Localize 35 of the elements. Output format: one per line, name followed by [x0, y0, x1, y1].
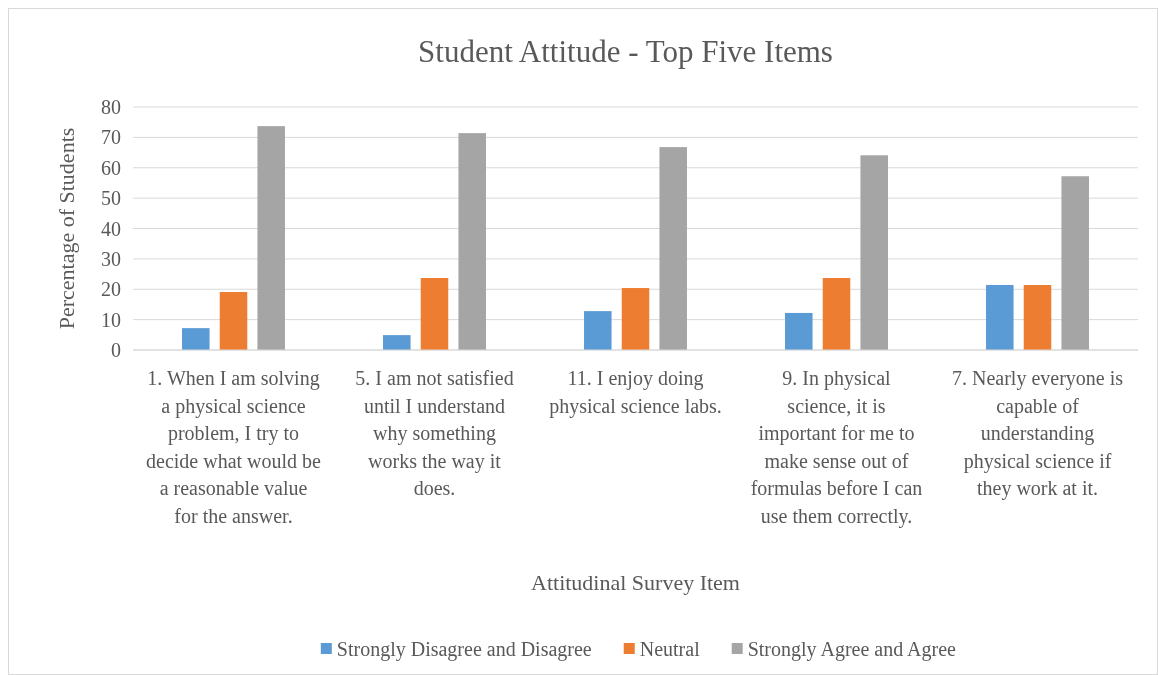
bar — [860, 155, 888, 350]
bar — [383, 335, 411, 350]
bar — [1023, 285, 1052, 350]
x-tick-label: 7. Nearly everyone is capable of understanding physical science if they work at it. — [951, 367, 1124, 500]
bar — [420, 278, 449, 350]
bar — [584, 311, 612, 350]
y-tick-label: 70 — [101, 126, 121, 149]
legend-label: Strongly Disagree and Disagree — [336, 638, 592, 661]
y-tick-label: 80 — [101, 96, 121, 118]
y-tick-label: 40 — [101, 217, 121, 240]
x-tick-label: 1. When I am solving a physical science problem, I try to decide what would be a reasonable value for the answer. — [146, 367, 322, 527]
y-tick-label: 10 — [101, 308, 121, 331]
x-tick-label: 11. I enjoy doing physical science labs. — [549, 367, 722, 418]
y-tick-label: 60 — [101, 156, 121, 179]
chart-title: Student Attitude - Top Five Items — [418, 34, 833, 69]
x-axis-title: Attitudinal Survey Item — [531, 570, 740, 595]
bar — [1061, 176, 1089, 350]
bar — [458, 133, 486, 350]
legend-label: Strongly Agree and Agree — [747, 638, 957, 661]
bar — [785, 312, 813, 350]
y-tick-label: 20 — [101, 278, 121, 301]
y-tick-label: 50 — [101, 187, 121, 210]
bar — [822, 278, 851, 350]
bar — [659, 147, 687, 350]
y-tick-label: 0 — [111, 339, 121, 361]
bar — [182, 328, 210, 350]
y-axis-title: Percentage of Students — [54, 127, 79, 330]
bar — [986, 285, 1014, 350]
x-tick-label: 5. I am not satisfied until I understand why something works the way it does. — [355, 367, 514, 499]
bar — [257, 126, 285, 350]
legend-label: Neutral — [639, 638, 701, 660]
bar — [621, 288, 650, 350]
bar — [219, 291, 248, 350]
y-tick-label: 30 — [101, 247, 121, 270]
x-tick-label: 9. In physical science, it is important for me to make sense out of formulas before I can use them correctly. — [750, 367, 923, 528]
